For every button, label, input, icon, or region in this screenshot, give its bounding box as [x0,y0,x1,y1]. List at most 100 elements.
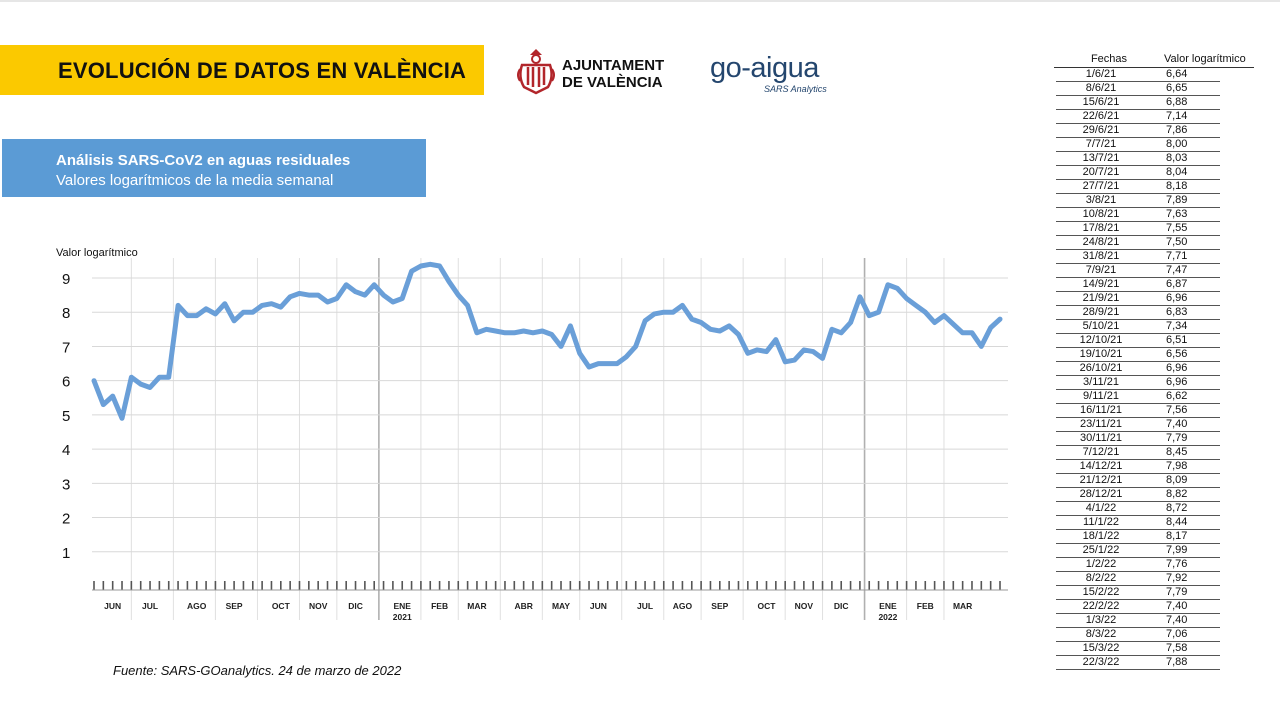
valencia-crest-icon [517,49,555,95]
cell-valor: 6,65 [1166,82,1188,94]
cell-valor: 6,96 [1166,362,1188,374]
x-month-label: ABR [514,601,532,611]
goaigua-logo: go-aigua SARS Analytics [710,52,850,100]
table-row: 22/3/22 7,88 [1056,656,1220,670]
cell-fecha: 25/1/22 [1082,544,1120,556]
y-tick-label: 5 [62,408,70,425]
table-row: 22/2/22 7,40 [1056,600,1220,614]
x-month-label: MAY [552,601,570,611]
table-row: 25/1/22 7,99 [1056,544,1220,558]
table-row: 22/6/21 7,14 [1056,110,1220,124]
cell-valor: 8,44 [1166,516,1188,528]
cell-valor: 6,83 [1166,306,1188,318]
cell-valor: 7,92 [1166,572,1188,584]
cell-valor: 7,71 [1166,250,1188,262]
x-month-label: OCT [758,601,777,611]
analysis-title: Análisis SARS-CoV2 en aguas residuales [56,152,351,169]
cell-fecha: 8/2/22 [1085,572,1117,584]
header-fechas: Fechas [1090,53,1128,65]
cell-fecha: 15/2/22 [1082,586,1120,598]
table-row: 1/6/21 6,64 [1056,68,1220,82]
ajuntament-line2: DE VALÈNCIA [562,74,663,91]
goaigua-wordmark: go-aigua [710,52,819,84]
x-month-label: JUN [590,601,607,611]
y-tick-label: 3 [62,476,70,493]
cell-fecha: 8/6/21 [1085,82,1117,94]
table-row: 28/12/21 8,82 [1056,488,1220,502]
y-axis-title: Valor logarítmico [56,247,138,259]
table-row: 15/6/21 6,88 [1056,96,1220,110]
x-month-label: ENE [393,601,411,611]
cell-fecha: 24/8/21 [1082,236,1120,248]
x-month-label: MAR [467,601,486,611]
x-month-label: MAR [953,601,972,611]
cell-fecha: 27/7/21 [1082,180,1120,192]
cell-valor: 8,82 [1166,488,1188,500]
cell-fecha: 16/11/21 [1079,404,1122,416]
cell-valor: 8,17 [1166,530,1188,542]
table-body: 1/6/21 6,64 8/6/21 6,65 15/6/21 6,88 22/6/21 7,… [1054,68,1274,670]
cell-fecha: 5/10/21 [1082,320,1120,332]
table-row: 17/8/21 7,55 [1056,222,1220,236]
data-table: Fechas Valor logarítmico 1/6/21 6,64 8/6/2… [1054,52,1274,670]
cell-valor: 7,50 [1166,236,1188,248]
cell-valor: 7,55 [1166,222,1188,234]
table-row: 8/2/22 7,92 [1056,572,1220,586]
cell-valor: 7,98 [1166,460,1188,472]
table-row: 12/10/21 6,51 [1056,334,1220,348]
ajuntament-line1: AJUNTAMENT [562,57,665,74]
cell-fecha: 1/3/22 [1085,614,1117,626]
cell-fecha: 17/8/21 [1082,222,1120,234]
table-row: 10/8/21 7,63 [1056,208,1220,222]
cell-fecha: 19/10/21 [1079,348,1123,360]
cell-fecha: 14/12/21 [1079,460,1123,472]
cell-valor: 6,51 [1166,334,1188,346]
y-tick-label: 6 [62,374,70,391]
cell-valor: 8,04 [1166,166,1188,178]
x-month-label: ENE [879,601,897,611]
cell-fecha: 11/1/22 [1083,516,1119,528]
table-row: 21/12/21 8,09 [1056,474,1220,488]
x-year-label: 2022 [878,612,897,622]
cell-fecha: 31/8/21 [1082,250,1120,262]
cell-valor: 6,88 [1166,96,1188,108]
table-row: 24/8/21 7,50 [1056,236,1220,250]
analysis-subtitle: Valores logarítmicos de la media semanal [56,172,334,189]
cell-fecha: 7/7/21 [1085,138,1117,150]
table-row: 13/7/21 8,03 [1056,152,1220,166]
table-row: 7/12/21 8,45 [1056,446,1220,460]
cell-fecha: 7/9/21 [1085,264,1117,276]
cell-fecha: 18/1/22 [1082,530,1120,542]
x-month-label: JUL [142,601,158,611]
source-note: Fuente: SARS-GOanalytics. 24 de marzo de… [113,663,402,678]
y-axis-labels: 1 2 3 4 5 6 7 8 9 [62,271,70,562]
cell-fecha: 20/7/21 [1082,166,1120,178]
x-axis-ticks [92,581,1008,591]
table-header-rule [1054,67,1254,68]
cell-valor: 7,56 [1166,404,1188,416]
table-row: 9/11/21 6,62 [1056,390,1220,404]
x-month-label: JUN [104,601,121,611]
cell-fecha: 10/8/21 [1082,208,1120,220]
cell-fecha: 30/11/21 [1079,432,1122,444]
x-month-label: AGO [673,601,693,611]
table-row: 16/11/21 7,56 [1056,404,1220,418]
table-row: 19/10/21 6,56 [1056,348,1220,362]
page-title: EVOLUCIÓN DE DATOS EN VALÈNCIA [58,58,467,83]
table-row: 15/3/22 7,58 [1056,642,1220,656]
table-row: 30/11/21 7,79 [1056,432,1220,446]
cell-valor: 6,56 [1166,348,1188,360]
cell-valor: 7,89 [1166,194,1188,206]
cell-fecha: 22/6/21 [1082,110,1120,122]
cell-valor: 7,40 [1166,614,1188,626]
y-tick-label: 7 [62,339,70,356]
x-month-label: DIC [348,601,363,611]
cell-fecha: 7/12/21 [1082,446,1120,458]
cell-valor: 6,62 [1166,390,1188,402]
cell-fecha: 26/10/21 [1079,362,1123,374]
cell-valor: 7,47 [1166,264,1188,276]
x-month-label: OCT [272,601,291,611]
cell-valor: 6,64 [1166,68,1188,80]
